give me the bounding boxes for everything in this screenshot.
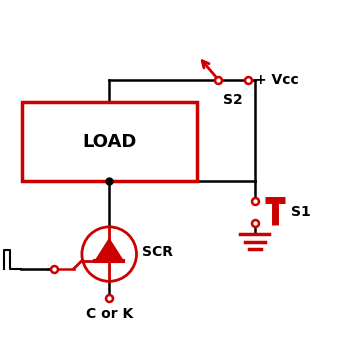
Text: C or K: C or K <box>86 307 133 321</box>
Text: S1: S1 <box>291 205 311 219</box>
Bar <box>22 102 197 182</box>
Text: LOAD: LOAD <box>82 132 136 151</box>
Polygon shape <box>95 239 123 261</box>
Text: S2: S2 <box>223 93 243 107</box>
Text: SCR: SCR <box>142 245 173 259</box>
Text: + Vcc: + Vcc <box>255 73 298 87</box>
Circle shape <box>82 227 136 281</box>
